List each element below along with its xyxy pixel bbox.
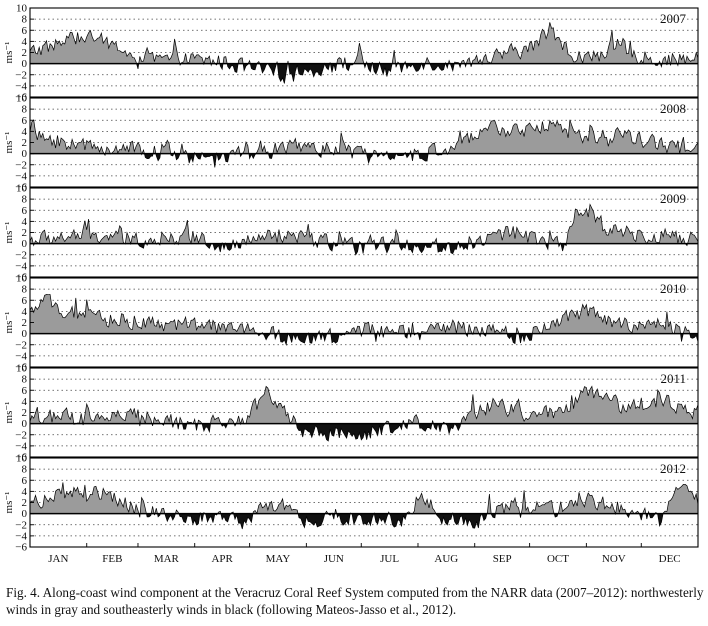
y-tick-label: 6 (22, 115, 28, 127)
year-label-2007: 2007 (660, 11, 687, 26)
y-tick-label: −4 (15, 350, 27, 362)
y-tick-label: −2 (15, 159, 27, 171)
month-label-feb: FEB (102, 553, 122, 565)
y-tick-label: 8 (22, 194, 28, 206)
wind-series-line-2011 (29, 385, 699, 442)
y-tick-label: 0 (22, 328, 28, 340)
y-tick-label: −6 (15, 182, 27, 194)
northwesterly-area-2007 (30, 22, 698, 64)
y-tick-label: 10 (16, 93, 28, 105)
y-tick-label: 6 (22, 385, 28, 397)
figure-caption: Fig. 4. Along-coast wind component at th… (6, 585, 704, 617)
y-tick-label: 4 (22, 486, 28, 498)
month-label-mar: MAR (154, 553, 180, 565)
year-label-2011: 2011 (660, 371, 686, 386)
y-tick-label: 6 (22, 475, 28, 487)
year-label-2009: 2009 (660, 191, 686, 206)
month-label-dec: DEC (659, 553, 681, 565)
y-tick-label: 4 (22, 396, 28, 408)
y-tick-label: 2 (22, 137, 28, 149)
y-tick-label: 0 (22, 58, 28, 70)
y-tick-label: 6 (22, 205, 28, 217)
y-axis-label: ms⁻¹ (3, 492, 15, 514)
southeasterly-area-2012 (134, 513, 664, 529)
northwesterly-area-2010 (30, 294, 698, 334)
month-label-apr: APR (211, 553, 233, 565)
y-axis-label: ms⁻¹ (3, 222, 15, 244)
year-label-2010: 2010 (660, 281, 686, 296)
y-tick-label: 4 (22, 306, 28, 318)
y-tick-label: 4 (22, 36, 28, 48)
y-axis-label: ms⁻¹ (3, 402, 15, 424)
y-tick-label: 10 (16, 363, 28, 375)
southeasterly-area-2011 (73, 423, 461, 441)
y-axis-label: ms⁻¹ (3, 42, 15, 64)
y-tick-label: 6 (22, 295, 28, 307)
y-tick-label: −6 (15, 272, 27, 284)
month-label-may: MAY (266, 553, 291, 565)
year-label-2012: 2012 (660, 461, 686, 476)
y-tick-label: 10 (16, 3, 28, 15)
y-tick-label: −2 (15, 249, 27, 261)
y-tick-label: −4 (15, 260, 27, 272)
y-tick-label: 6 (22, 25, 28, 37)
northwesterly-area-2008 (30, 119, 698, 154)
y-tick-label: −6 (15, 362, 27, 374)
month-label-jul: JUL (380, 553, 399, 565)
y-tick-label: −4 (15, 440, 27, 452)
y-tick-label: 10 (16, 183, 28, 195)
y-tick-label: 2 (22, 497, 28, 509)
year-label-2008: 2008 (660, 101, 686, 116)
y-tick-label: 2 (22, 47, 28, 59)
y-tick-label: 10 (16, 273, 28, 285)
y-axis-label: ms⁻¹ (3, 132, 15, 154)
wind-series-line-2010 (29, 294, 699, 347)
y-tick-label: 0 (22, 148, 28, 160)
month-label-jan: JAN (48, 553, 68, 565)
y-axis-label: ms⁻¹ (3, 312, 15, 334)
y-tick-label: −4 (15, 80, 27, 92)
northwesterly-area-2012 (30, 482, 698, 514)
y-tick-label: −6 (15, 452, 27, 464)
y-tick-label: −6 (15, 542, 27, 554)
wind-series-line-2007 (29, 22, 699, 84)
y-tick-label: −4 (15, 530, 27, 542)
northwesterly-area-2011 (30, 386, 698, 424)
y-tick-label: 0 (22, 418, 28, 430)
month-label-aug: AUG (434, 553, 458, 565)
y-tick-label: −2 (15, 69, 27, 81)
y-tick-label: 2 (22, 227, 28, 239)
month-label-sep: SEP (493, 553, 512, 565)
wind-series-line-2012 (29, 482, 699, 530)
northwesterly-area-2009 (30, 204, 698, 244)
y-tick-label: 8 (22, 464, 28, 476)
y-tick-label: −6 (15, 92, 27, 104)
y-tick-label: 8 (22, 104, 28, 116)
wind-panel-chart: 1086420−2−4−6ms⁻¹20071086420−2−4−6ms⁻¹20… (3, 3, 699, 565)
wind-series-line-2009 (29, 203, 699, 256)
y-tick-label: 4 (22, 126, 28, 138)
y-tick-label: 0 (22, 508, 28, 520)
y-tick-label: 10 (16, 453, 28, 465)
y-tick-label: −2 (15, 519, 27, 531)
y-tick-label: 2 (22, 407, 28, 419)
y-tick-label: 2 (22, 317, 28, 329)
y-tick-label: 4 (22, 216, 28, 228)
y-tick-label: −2 (15, 339, 27, 351)
y-tick-label: 0 (22, 238, 28, 250)
y-tick-label: −4 (15, 170, 27, 182)
southeasterly-area-2007 (136, 63, 686, 84)
y-tick-label: −2 (15, 429, 27, 441)
month-label-jun: JUN (324, 553, 344, 565)
month-label-nov: NOV (602, 553, 626, 565)
southeasterly-area-2008 (104, 153, 448, 168)
y-tick-label: 8 (22, 14, 28, 26)
y-tick-label: 8 (22, 284, 28, 296)
month-label-oct: OCT (547, 553, 569, 565)
y-tick-label: 8 (22, 374, 28, 386)
